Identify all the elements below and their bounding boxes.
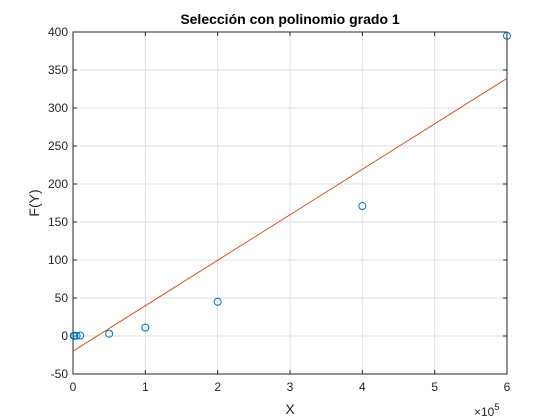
y-tick-label: 300 xyxy=(48,101,68,115)
data-point xyxy=(70,331,79,340)
chart-title: Selección con polinomio grado 1 xyxy=(180,11,400,27)
x-tick-label: 2 xyxy=(214,380,221,394)
x-tick-label: 6 xyxy=(504,380,511,394)
x-tick-label: 1 xyxy=(142,380,149,394)
data-point xyxy=(72,331,81,340)
x-tick-label: 4 xyxy=(359,380,366,394)
y-tick-label: 50 xyxy=(55,291,69,305)
data-point xyxy=(358,202,367,211)
y-tick-label: 400 xyxy=(48,25,68,39)
y-tick-label: 150 xyxy=(48,215,68,229)
y-tick-label: 250 xyxy=(48,139,68,153)
data-point xyxy=(76,331,85,340)
data-point xyxy=(105,329,114,338)
x-tick-label: 0 xyxy=(70,380,77,394)
fit-line xyxy=(72,77,508,352)
x-exponent-label: ×105 xyxy=(474,402,499,419)
x-exponent-power: 5 xyxy=(494,402,499,412)
y-tick-label: 0 xyxy=(61,329,68,343)
y-tick-label: 100 xyxy=(48,253,68,267)
axes xyxy=(72,31,508,375)
data-point xyxy=(141,323,150,332)
data-point xyxy=(213,297,222,306)
chart-marks xyxy=(69,31,511,352)
x-exponent-base: ×10 xyxy=(474,405,495,419)
y-tick-label: 200 xyxy=(48,177,68,191)
y-tick-label: 350 xyxy=(48,63,68,77)
y-axis-label: F(Y) xyxy=(26,189,42,216)
x-tick-label: 5 xyxy=(431,380,438,394)
grid xyxy=(73,32,507,374)
x-tick-label: 3 xyxy=(287,380,294,394)
y-tick-label: -50 xyxy=(51,367,69,381)
data-point xyxy=(503,31,511,40)
x-axis-label: X xyxy=(285,401,295,417)
